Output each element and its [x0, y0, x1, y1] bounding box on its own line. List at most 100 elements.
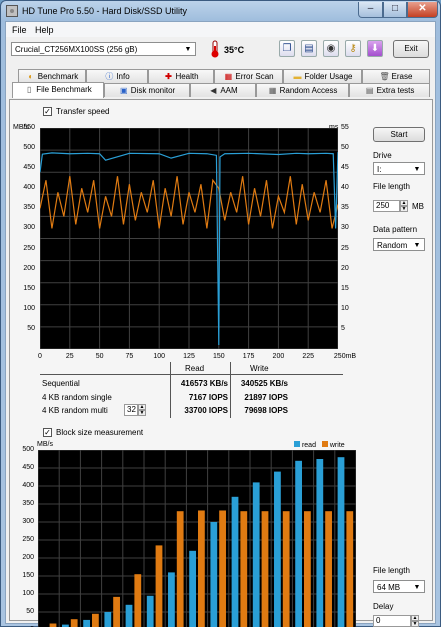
tab-health[interactable]: ✚ Health [148, 69, 214, 83]
copy-results-button[interactable]: ▤ [301, 40, 317, 57]
block-y-tick-label: 250 [22, 536, 34, 543]
transfer-y2-tick-label: 55 [341, 124, 349, 131]
read-bar [252, 482, 260, 627]
block-y-tick-label: 450 [22, 464, 34, 471]
read-bar [231, 496, 239, 627]
delay-value: 0 [376, 616, 381, 625]
row-random-multi-label: 4 KB random multi [42, 406, 108, 415]
info-icon: ⓘ [105, 72, 114, 81]
block-size-chart [38, 450, 356, 627]
transfer-y2-tick-label: 20 [341, 264, 349, 272]
tab-folder-usage[interactable]: ▬ Folder Usage [283, 69, 362, 83]
health-cross-icon: ✚ [165, 72, 172, 81]
tab-random-access[interactable]: ▦ Random Access [256, 83, 349, 97]
block-file-length-select[interactable]: 64 MB ▼ [373, 580, 425, 593]
queue-depth-input[interactable]: 32 [124, 404, 138, 416]
write-bar [155, 545, 163, 627]
transfer-y-tick-label: 550 [23, 124, 35, 131]
file-length-unit: MB [412, 202, 424, 211]
options-button[interactable]: ⚷ [345, 40, 361, 57]
transfer-y-tick-label: 200 [23, 264, 35, 272]
legend-write-label: write [329, 442, 345, 449]
read-bar [62, 624, 69, 627]
tab-error-scan[interactable]: ▦ Error Scan [214, 69, 283, 83]
tab-strip: ◐ Benchmark ⓘ Info ✚ Health ▦ Error Scan ▬ Fo… [9, 69, 433, 99]
transfer-y-tick-label: 250 [23, 244, 35, 252]
folder-icon: ▬ [293, 72, 302, 81]
file-length-up[interactable]: ▲ [400, 200, 408, 206]
app-disk-icon [6, 5, 18, 17]
screenshot-button[interactable]: ◉ [323, 40, 339, 57]
file-length-down[interactable]: ▼ [400, 206, 408, 212]
legend-read-swatch [294, 441, 300, 447]
drive-select[interactable]: Crucial_CT256MX100SS (256 gB) ▼ [11, 42, 196, 56]
transfer-y2-tick-label: 10 [341, 304, 349, 312]
tab-erase-label: Erase [391, 72, 413, 81]
transfer-x-tick-label: 50 [95, 353, 104, 360]
key-icon: ⚷ [349, 43, 357, 54]
legend-write-swatch [321, 441, 328, 447]
block-size-checkbox[interactable]: ✓ [43, 428, 52, 437]
data-pattern-value: Random [377, 241, 408, 250]
window-title: HD Tune Pro 5.50 - Hard Disk/SSD Utility [22, 6, 188, 16]
close-button[interactable]: ✕ [407, 2, 438, 18]
tab-disk-monitor[interactable]: ▣ Disk monitor [104, 83, 190, 97]
transfer-x-tick-label: 200 [272, 353, 285, 360]
delay-input[interactable]: 0 [373, 615, 411, 627]
tab-disk-monitor-label: Disk monitor [130, 86, 176, 95]
minimize-button[interactable]: – [358, 2, 383, 18]
results-divider [40, 374, 343, 375]
transfer-y2-tick-label: 35 [341, 204, 349, 212]
tab-info[interactable]: ⓘ Info [86, 69, 148, 83]
tab-aam-label: AAM [220, 86, 238, 95]
transfer-speed-label: Transfer speed [56, 107, 110, 116]
random-multi-write-value: 79698 IOPS [244, 406, 288, 415]
save-button[interactable]: ⬇ [367, 40, 383, 57]
transfer-y2-tick-label: 25 [341, 244, 349, 252]
file-length-label: File length [373, 182, 410, 191]
temperature-readout: 35°C [224, 45, 245, 55]
queue-depth-up[interactable]: ▲ [138, 404, 146, 410]
exit-button[interactable]: Exit [393, 40, 429, 58]
tab-erase[interactable]: 🗑 Erase [362, 69, 430, 83]
delay-label: Delay [373, 602, 394, 611]
tab-extra-tests-label: Extra tests [376, 86, 415, 95]
data-pattern-select[interactable]: Random ▼ [373, 238, 425, 251]
thermometer-icon [211, 40, 219, 58]
transfer-speed-checkbox[interactable]: ✓ [43, 107, 52, 116]
queue-depth-down[interactable]: ▼ [138, 410, 146, 416]
delay-up[interactable]: ▲ [411, 615, 419, 621]
sequential-read-value: 416573 KB/s [180, 379, 228, 388]
tab-benchmark-label: Benchmark [37, 72, 79, 81]
tab-file-benchmark[interactable]: ▯ File Benchmark [12, 82, 104, 98]
random-single-read-value: 7167 IOPS [188, 393, 228, 402]
maximize-button[interactable]: □ [383, 2, 407, 18]
tab-aam[interactable]: ◀ AAM [190, 83, 256, 97]
start-button[interactable]: Start [373, 127, 425, 142]
read-bar [146, 595, 154, 627]
copy-info-button[interactable]: ❐ [279, 40, 295, 57]
col-read-header: Read [185, 364, 205, 373]
block-y-tick-label: 500 [22, 446, 34, 453]
tab-benchmark[interactable]: ◐ Benchmark [18, 69, 86, 83]
read-bar [316, 459, 324, 627]
transfer-x-tick-label: 175 [242, 353, 255, 360]
drive-letter-select[interactable]: I: ▼ [373, 162, 425, 175]
write-bar [70, 619, 78, 627]
delay-down[interactable]: ▼ [411, 621, 419, 627]
file-length-input[interactable]: 250 [373, 200, 400, 212]
menu-file[interactable]: File [12, 25, 27, 35]
file-benchmark-panel: ✓ Transfer speed MB/s ms 550500450400350… [9, 99, 433, 627]
monitor-icon: ▣ [119, 86, 128, 95]
write-bar [346, 511, 354, 627]
transfer-y-tick-label: 500 [23, 144, 35, 152]
menu-help[interactable]: Help [35, 25, 54, 35]
transfer-speed-chart [40, 128, 338, 349]
access-time-series-line [40, 176, 338, 229]
clipboard-icon: ▤ [304, 43, 314, 54]
transfer-x-tick-label: 75 [125, 353, 134, 360]
tab-extra-tests[interactable]: ▤ Extra tests [349, 83, 430, 97]
block-y-tick-label: 350 [22, 500, 34, 507]
toolbar: Crucial_CT256MX100SS (256 gB) ▼ 35°C ❐ ▤… [6, 37, 435, 65]
transfer-y-tick-label: 50 [27, 324, 35, 332]
